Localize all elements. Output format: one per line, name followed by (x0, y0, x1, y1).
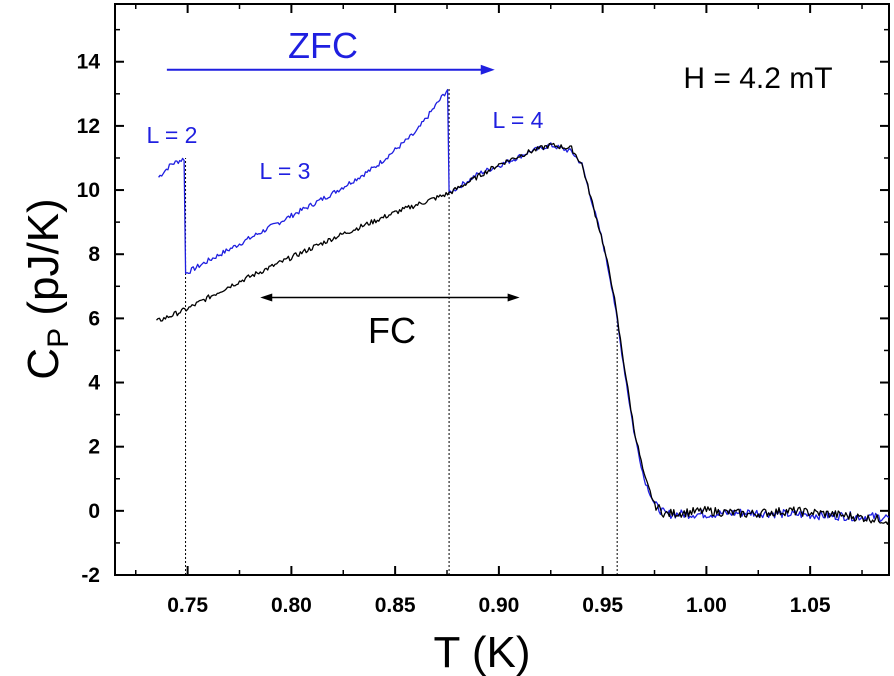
y-axis-title-main: C (19, 348, 68, 380)
arrows (166, 64, 520, 302)
series-zfc-line (158, 88, 890, 523)
y-tick-label: 0 (88, 500, 100, 523)
y-tick-label: 10 (77, 179, 100, 202)
x-tick-label: 0.95 (582, 594, 623, 617)
series-fc-line (156, 142, 890, 525)
zfc-arrow-head (480, 64, 495, 75)
fc-arrow-head-right (507, 293, 520, 302)
y-tick-label: 6 (88, 307, 100, 330)
y-axis-title-rest: (pJ/K) (19, 198, 68, 328)
y-tick-label: 2 (88, 436, 100, 459)
series-layer (156, 88, 890, 525)
l3-label: L = 3 (260, 158, 311, 184)
y-tick-label: 4 (88, 372, 100, 395)
x-tick-label: 0.85 (375, 594, 416, 617)
zfc-label: ZFC (288, 25, 358, 66)
tick-labels: 0.75 0.80 0.85 0.90 0.95 1.00 1.05 -2 0 2 4 6 8 10 12 1… (77, 51, 831, 617)
l4-label: L = 4 (493, 107, 544, 133)
y-tick-label: 8 (88, 243, 100, 266)
y-tick-label: 14 (77, 51, 101, 74)
y-tick-label: 12 (77, 115, 100, 138)
fc-label: FC (368, 310, 416, 351)
y-axis-title: CP (pJ/K) (19, 198, 75, 379)
x-tick-label: 0.75 (167, 594, 208, 617)
x-tick-label: 0.90 (478, 594, 519, 617)
x-axis-title: T (K) (434, 628, 531, 676)
l2-label: L = 2 (147, 122, 198, 148)
plot-frame (114, 3, 890, 576)
y-axis-title-sub: P (42, 328, 75, 348)
x-tick-label: 1.00 (686, 594, 727, 617)
fc-arrow-head-left (260, 293, 273, 302)
y-tick-label: -2 (81, 564, 100, 587)
axis-ticks (115, 4, 889, 576)
x-tick-label: 1.05 (790, 594, 831, 617)
x-tick-label: 0.80 (271, 594, 312, 617)
field-label: H = 4.2 mT (683, 62, 832, 95)
guide-lines (185, 87, 618, 575)
